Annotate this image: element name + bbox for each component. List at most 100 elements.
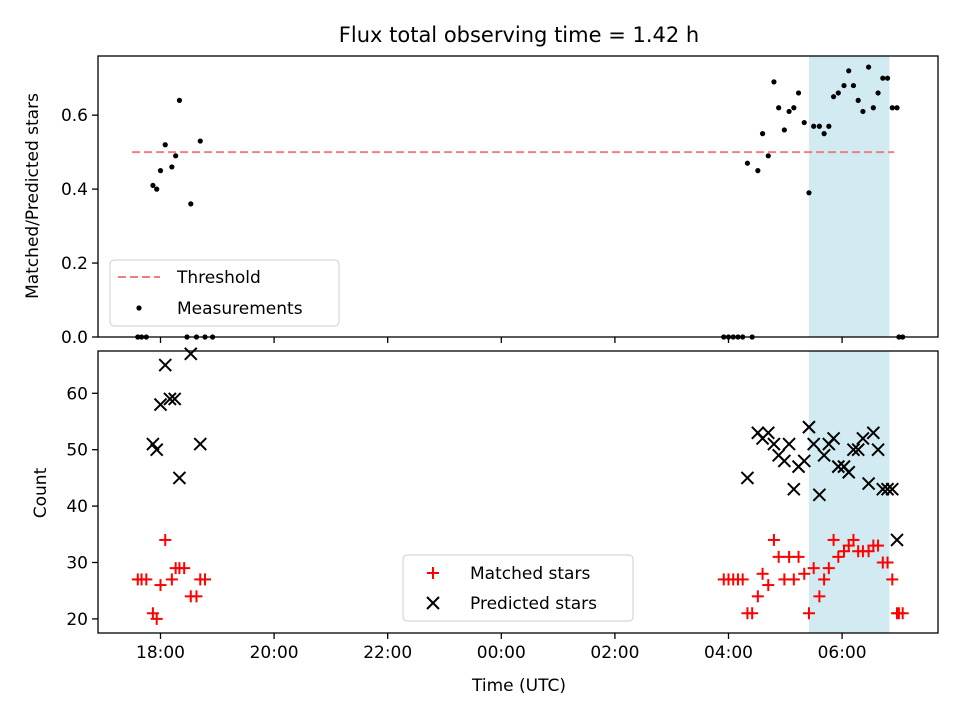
legend-measurements-label: Measurements xyxy=(177,299,303,319)
x-tick-label: 00:00 xyxy=(477,643,526,663)
predicted-star-point xyxy=(150,442,164,457)
predicted-star-stroke xyxy=(761,426,775,440)
predicted-star-stroke xyxy=(866,426,881,440)
predicted-star-point xyxy=(767,437,781,451)
top-shaded-region xyxy=(808,56,890,337)
matched-stars-points xyxy=(131,533,909,625)
matched-star-point xyxy=(827,533,840,546)
legend-matched-label: Matched stars xyxy=(470,564,590,584)
bottom-y-tick-label: 60 xyxy=(66,384,88,404)
predicted-star-stroke xyxy=(767,437,781,451)
measurement-point xyxy=(188,201,194,207)
measurement-point xyxy=(835,90,841,96)
predicted-star-stroke xyxy=(146,437,160,451)
measurement-point xyxy=(765,153,771,159)
bottom-panel: 20 30 40 50 60 18:00 20:00 22:00 00:00 02:00 04:0… xyxy=(31,347,939,696)
top-x-ticks xyxy=(159,337,843,343)
top-panel: 0.0 0.2 0.4 0.6 Matched/Predicted stars Thr… xyxy=(23,55,939,348)
predicted-star-stroke xyxy=(846,442,861,457)
measurement-point xyxy=(795,90,802,96)
predicted-star-point xyxy=(846,442,861,457)
measurement-point xyxy=(776,105,782,111)
bottom-y-ticks: 20 30 40 50 60 xyxy=(66,384,98,630)
predicted-star-point xyxy=(167,392,182,406)
top-legend-box xyxy=(109,259,340,327)
measurement-point xyxy=(786,108,792,115)
matched-star-point xyxy=(822,562,835,575)
predicted-star-stroke xyxy=(856,431,870,446)
measurement-point xyxy=(880,75,886,81)
top-y-tick-label: 0.6 xyxy=(61,106,88,126)
legend-measurements-swatch xyxy=(136,305,142,311)
predicted-star-point xyxy=(193,437,207,451)
predicted-star-point xyxy=(797,454,811,468)
predicted-star-stroke xyxy=(193,437,207,451)
predicted-star-stroke xyxy=(851,442,865,457)
measurement-point xyxy=(755,168,761,174)
predicted-star-point xyxy=(831,459,846,474)
predicted-star-stroke xyxy=(797,454,811,468)
matched-star-point xyxy=(762,579,775,592)
matched-star-point xyxy=(881,556,894,569)
measurement-point xyxy=(154,186,160,192)
predicted-star-stroke xyxy=(172,471,187,485)
measurement-point xyxy=(162,142,168,148)
bottom-x-ticks: 18:00 20:00 22:00 00:00 02:00 04:00 06:00 xyxy=(136,633,867,663)
predicted-star-stroke xyxy=(871,442,885,457)
legend-predicted-swatch xyxy=(426,596,440,610)
measurement-point xyxy=(781,127,787,133)
measurement-point xyxy=(816,123,822,129)
measurement-point xyxy=(884,75,891,81)
top-y-ticks: 0.0 0.2 0.4 0.6 xyxy=(61,106,98,348)
matched-star-point xyxy=(140,573,153,586)
x-axis-label: Time (UTC) xyxy=(471,676,566,696)
predicted-star-point xyxy=(856,431,870,446)
predicted-stars-points xyxy=(146,347,904,547)
measurement-point xyxy=(866,64,872,70)
x-tick-label: 02:00 xyxy=(590,643,639,663)
matched-star-point xyxy=(165,573,178,586)
predicted-star-point xyxy=(806,437,821,451)
measurement-point xyxy=(759,131,766,137)
predicted-star-stroke xyxy=(802,420,816,434)
predicted-star-stroke xyxy=(158,358,172,372)
matched-star-point xyxy=(802,607,815,620)
predicted-star-point xyxy=(866,426,881,440)
predicted-star-stroke xyxy=(167,392,182,406)
predicted-star-point xyxy=(158,358,172,372)
top-y-tick-label: 0.4 xyxy=(61,180,88,200)
predicted-star-stroke xyxy=(842,465,856,479)
predicted-star-stroke xyxy=(885,482,899,496)
measurement-point xyxy=(860,108,866,115)
top-axes-frame xyxy=(97,55,939,338)
measurement-point xyxy=(855,97,861,103)
predicted-star-stroke xyxy=(826,431,841,446)
matched-star-point xyxy=(807,562,820,575)
measurement-point xyxy=(830,94,837,100)
measurement-point xyxy=(889,105,895,111)
measurement-point xyxy=(771,79,777,85)
predicted-star-point xyxy=(885,482,899,496)
top-legend: Threshold Measurements xyxy=(109,259,340,327)
measurement-point xyxy=(157,168,164,174)
measurement-point xyxy=(826,123,832,129)
measurement-point xyxy=(875,90,881,96)
predicted-star-stroke xyxy=(876,482,890,496)
predicted-star-point xyxy=(890,533,904,547)
matched-star-point xyxy=(198,573,211,586)
measurement-point xyxy=(176,97,183,103)
matched-star-point xyxy=(886,573,899,586)
bottom-axes-frame xyxy=(97,350,939,634)
predicted-star-point xyxy=(163,392,177,406)
predicted-star-stroke xyxy=(890,533,904,547)
matched-star-point xyxy=(813,590,826,603)
predicted-star-stroke xyxy=(812,488,827,502)
predicted-star-stroke xyxy=(740,471,755,485)
measurement-point xyxy=(850,82,857,89)
matched-star-point xyxy=(756,567,769,580)
matched-star-point xyxy=(767,533,780,546)
predicted-star-stroke xyxy=(831,459,846,474)
predicted-star-point xyxy=(842,465,856,479)
measurement-point xyxy=(846,68,852,74)
